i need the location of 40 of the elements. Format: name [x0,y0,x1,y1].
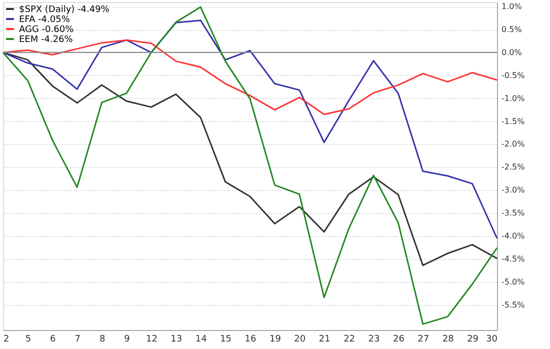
x-tick-label: 2 [4,334,10,344]
legend-label: EEM -4.26% [19,35,74,45]
y-tick-label: -5.5% [502,300,526,310]
y-tick-label: -3.0% [502,186,526,195]
x-tick-label: 16 [244,334,256,344]
y-tick-label: -2.5% [502,162,526,172]
line-series [2,6,498,325]
x-tick-label: 29 [467,334,479,344]
y-tick-label: -5.0% [502,277,526,286]
y-tick-label: -0.5% [502,70,526,80]
x-tick-label: 8 [99,334,106,344]
x-tick-label: 28 [442,334,454,344]
x-tick-label: 27 [418,334,430,344]
x-tick-label: 21 [318,334,330,344]
x-tick-label: 5 [25,334,32,344]
x-tick-label: 15 [220,334,232,344]
x-tick-label: 14 [195,334,208,344]
x-tick-label: 19 [269,334,282,344]
x-tick-label: 9 [124,334,130,344]
y-tick-label: 0.0% [502,48,522,57]
x-tick-label: 6 [50,334,56,344]
x-tick-label: 20 [294,334,306,344]
x-tick-label: 7 [74,334,80,344]
y-tick-label: 1.0% [502,2,522,12]
x-tick-label: 12 [146,334,158,344]
y-tick-label: -1.5% [502,116,526,126]
y-tick-label: -4.5% [502,254,526,264]
x-tick-label: 26 [392,334,405,344]
x-tick-label: 22 [344,334,356,344]
y-tick-label: -2.0% [502,140,526,149]
y-tick-label: 0.5% [502,25,522,34]
y-tick-label: -1.0% [502,94,526,103]
y-tick-label: -3.5% [502,208,526,218]
x-tick-label: 13 [170,334,182,344]
legend-label: AGG -0.60% [19,25,74,35]
x-tick-label: 30 [486,334,498,344]
x-tick-label: 23 [368,334,380,344]
legend-label: $SPX (Daily) -4.49% [19,5,110,15]
legend-label: EFA -4.05% [19,15,70,25]
y-tick-label: -4.0% [502,231,526,240]
